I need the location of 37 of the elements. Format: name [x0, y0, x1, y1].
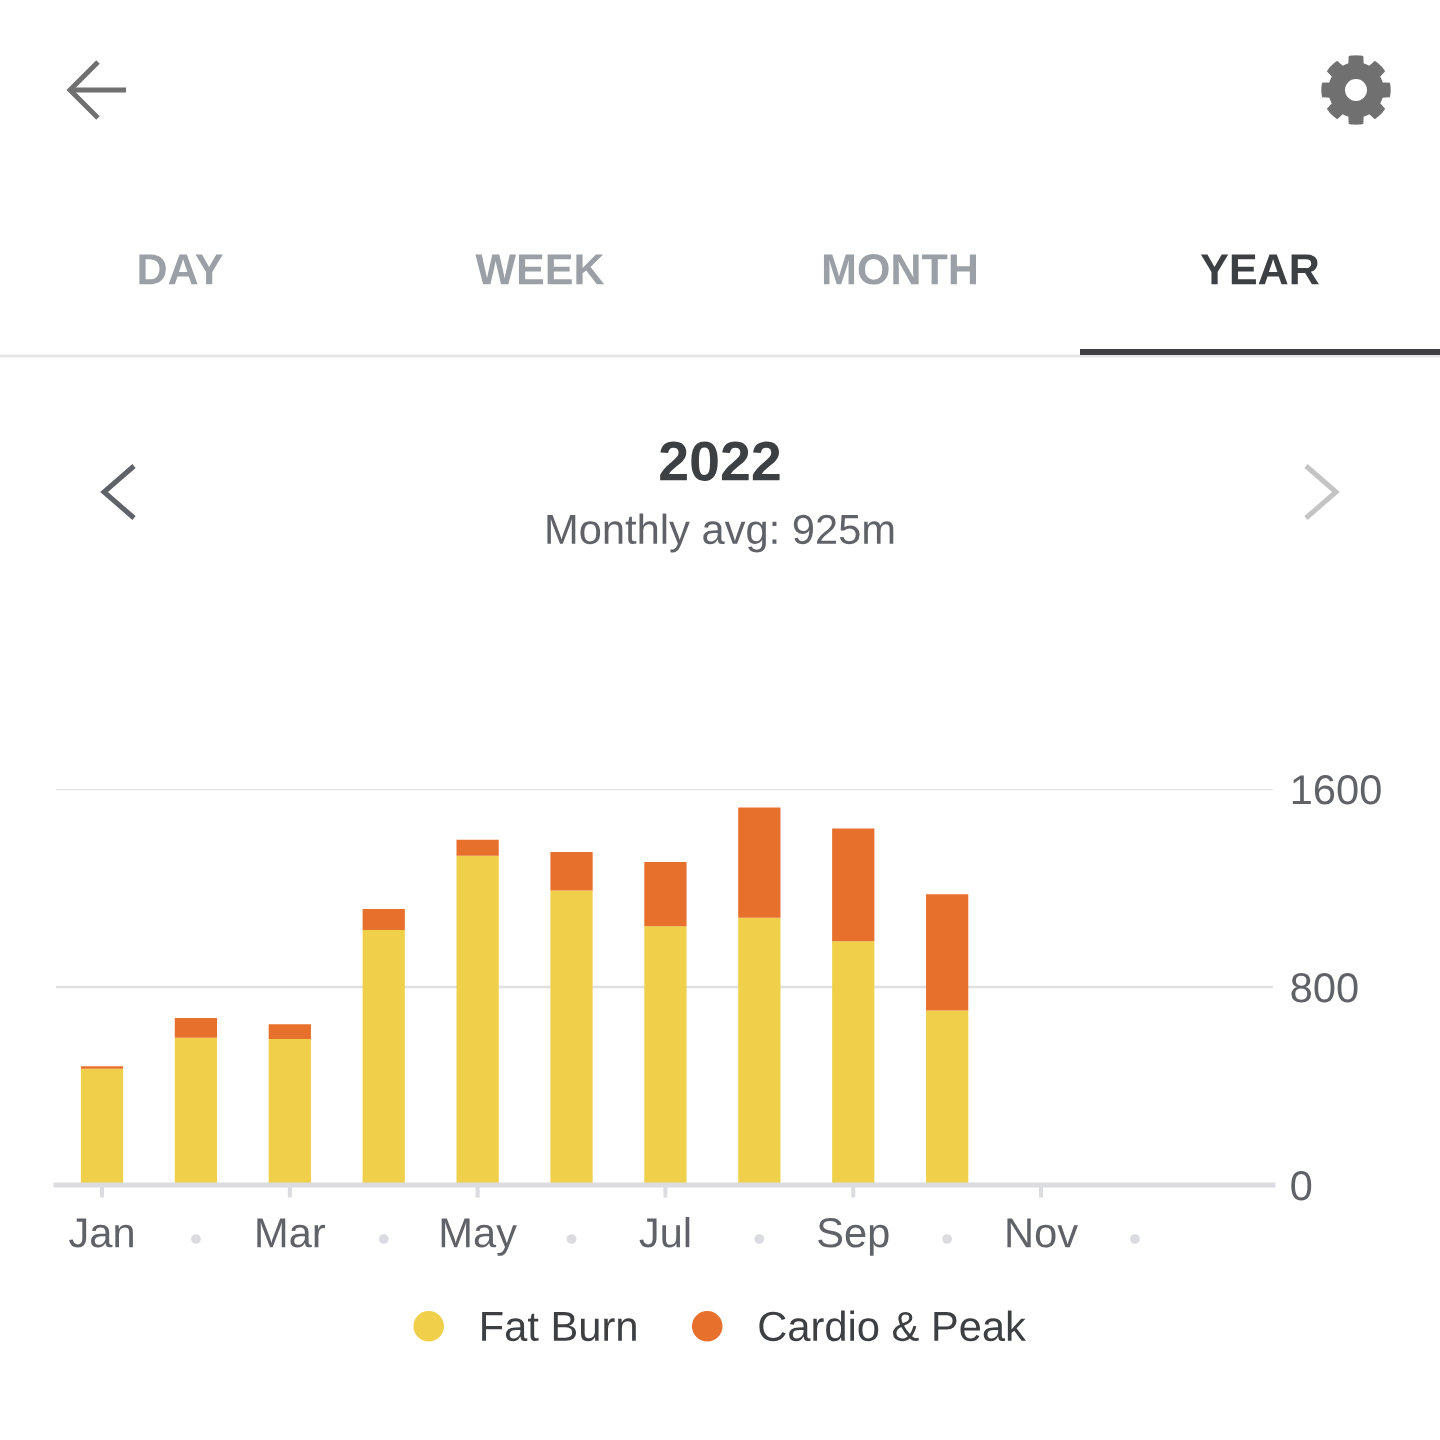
bar: [456, 855, 499, 1185]
bar: [456, 839, 499, 856]
bar: [550, 890, 593, 1185]
bar: [926, 1010, 969, 1185]
bar: [80, 1068, 124, 1185]
bar: [268, 1024, 311, 1039]
bar: [362, 930, 405, 1185]
x-tick-label: Sep: [818, 1218, 889, 1256]
bar: [174, 1037, 218, 1185]
bar: [926, 894, 969, 1011]
x-tick-label: May: [441, 1218, 517, 1256]
text: YEAR: [1200, 254, 1319, 285]
bar: [738, 807, 781, 918]
bar: [362, 909, 405, 931]
x-tick-label: Mar: [257, 1218, 326, 1248]
chart-title: 2022: [660, 441, 780, 481]
text: WEEK: [475, 254, 605, 285]
bar: [738, 917, 781, 1185]
bar: [80, 1066, 124, 1069]
chart-subtitle: Monthly avg: 925m: [547, 513, 894, 553]
bar: [832, 828, 875, 942]
y-tick-label: 800: [1291, 973, 1358, 1003]
legend-label: Fat Burn: [482, 1312, 636, 1342]
y-tick-label: 1600: [1292, 775, 1381, 805]
bar: [832, 941, 875, 1185]
bar: [644, 926, 687, 1185]
text: DAY: [139, 254, 223, 285]
x-tick-label: Jul: [639, 1216, 690, 1248]
legend-label: Cardio & Peak: [759, 1310, 1026, 1342]
bar: [550, 852, 593, 891]
y-tick-label: 0: [1291, 1171, 1312, 1201]
text: MONTH: [823, 254, 977, 285]
x-tick-label: Jan: [69, 1218, 133, 1248]
bar: [644, 862, 687, 927]
bar: [268, 1038, 311, 1185]
x-tick-label: Nov: [1007, 1218, 1078, 1248]
bar: [174, 1017, 218, 1038]
